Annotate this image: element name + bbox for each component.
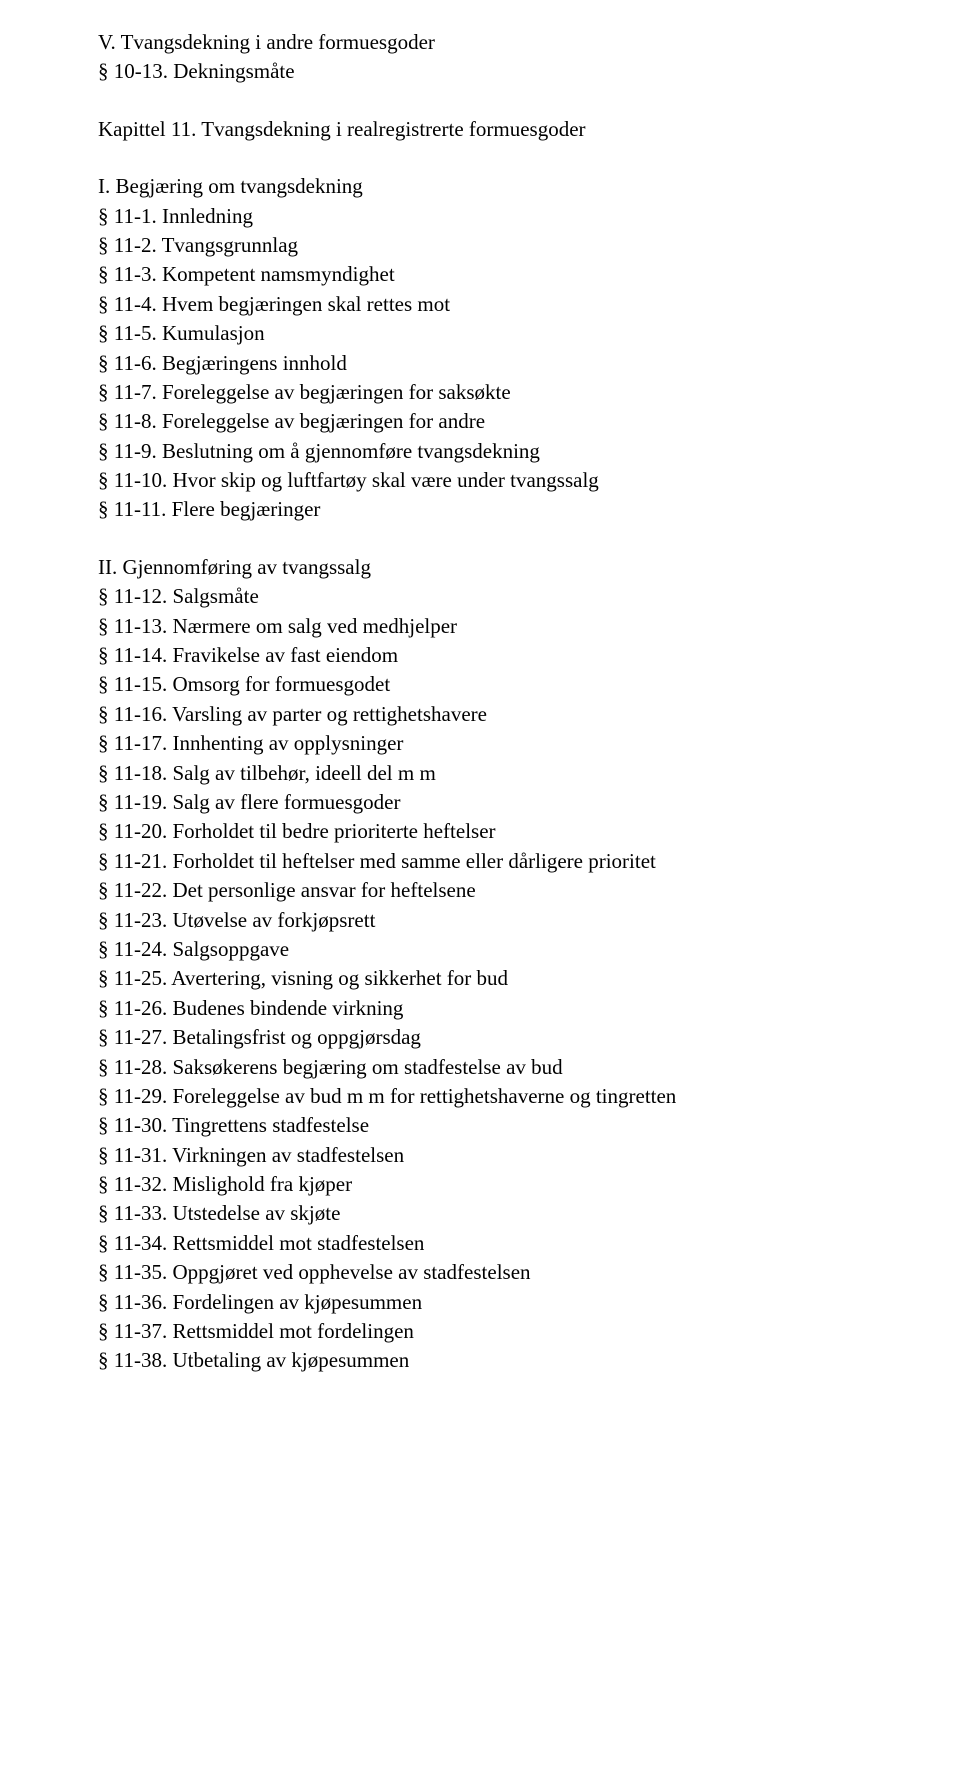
toc-entry: § 11-6. Begjæringens innhold [98,349,862,378]
toc-entry: § 11-17. Innhenting av opplysninger [98,729,862,758]
toc-entry: § 11-3. Kompetent namsmyndighet [98,260,862,289]
toc-entry: § 11-32. Mislighold fra kjøper [98,1170,862,1199]
toc-entry: § 11-9. Beslutning om å gjennomføre tvan… [98,437,862,466]
toc-entry: § 11-10. Hvor skip og luftfartøy skal væ… [98,466,862,495]
toc-entry: § 11-16. Varsling av parter og rettighet… [98,700,862,729]
toc-entry: § 11-36. Fordelingen av kjøpesummen [98,1288,862,1317]
toc-entry: § 11-12. Salgsmåte [98,582,862,611]
toc-entry: § 11-4. Hvem begjæringen skal rettes mot [98,290,862,319]
toc-entry: § 11-33. Utstedelse av skjøte [98,1199,862,1228]
toc-entry: § 11-35. Oppgjøret ved opphevelse av sta… [98,1258,862,1287]
toc-entry: § 11-23. Utøvelse av forkjøpsrett [98,906,862,935]
toc-entry: § 11-5. Kumulasjon [98,319,862,348]
toc-entry: § 11-26. Budenes bindende virkning [98,994,862,1023]
toc-entry: § 11-22. Det personlige ansvar for hefte… [98,876,862,905]
toc-entry: § 11-7. Foreleggelse av begjæringen for … [98,378,862,407]
toc-entry: § 11-18. Salg av tilbehør, ideell del m … [98,759,862,788]
toc-entry: § 11-37. Rettsmiddel mot fordelingen [98,1317,862,1346]
toc-entry: § 11-24. Salgsoppgave [98,935,862,964]
toc-entry: § 11-27. Betalingsfrist og oppgjørsdag [98,1023,862,1052]
toc-entry: § 10-13. Dekningsmåte [98,57,862,86]
toc-entry: § 11-1. Innledning [98,202,862,231]
subsection-i-heading: I. Begjæring om tvangsdekning [98,172,862,201]
toc-entry: § 11-21. Forholdet til heftelser med sam… [98,847,862,876]
toc-entry: § 11-34. Rettsmiddel mot stadfestelsen [98,1229,862,1258]
toc-entry: § 11-25. Avertering, visning og sikkerhe… [98,964,862,993]
toc-entry: § 11-20. Forholdet til bedre prioriterte… [98,817,862,846]
toc-entry: § 11-11. Flere begjæringer [98,495,862,524]
toc-entry: § 11-14. Fravikelse av fast eiendom [98,641,862,670]
toc-entry: § 11-2. Tvangsgrunnlag [98,231,862,260]
toc-entry: § 11-13. Nærmere om salg ved medhjelper [98,612,862,641]
toc-entry: § 11-28. Saksøkerens begjæring om stadfe… [98,1053,862,1082]
section-v-heading: V. Tvangsdekning i andre formuesgoder [98,28,862,57]
toc-entry: § 11-38. Utbetaling av kjøpesummen [98,1346,862,1375]
toc-entry: § 11-31. Virkningen av stadfestelsen [98,1141,862,1170]
toc-entry: § 11-15. Omsorg for formuesgodet [98,670,862,699]
toc-entry: § 11-19. Salg av flere formuesgoder [98,788,862,817]
chapter-11-heading: Kapittel 11. Tvangsdekning i realregistr… [98,115,862,144]
toc-entry: § 11-29. Foreleggelse av bud m m for ret… [98,1082,862,1111]
toc-entry: § 11-30. Tingrettens stadfestelse [98,1111,862,1140]
toc-entry: § 11-8. Foreleggelse av begjæringen for … [98,407,862,436]
subsection-ii-heading: II. Gjennomføring av tvangssalg [98,553,862,582]
